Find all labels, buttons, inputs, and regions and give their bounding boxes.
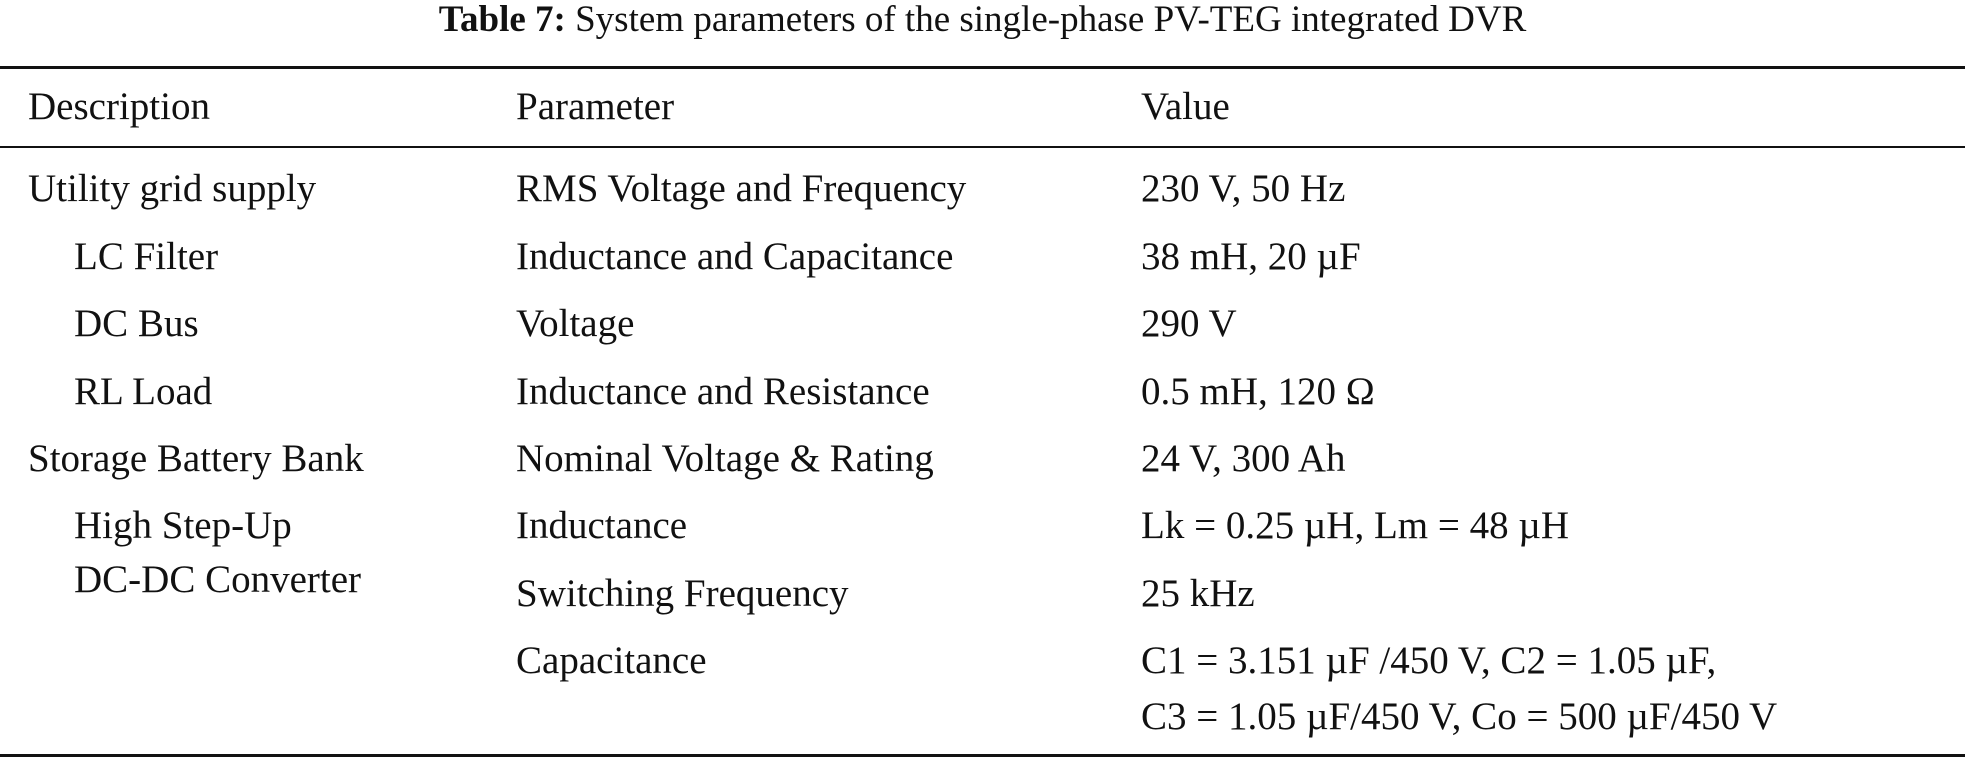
table-caption: Table 7: System parameters of the single… [0, 0, 1965, 44]
parameter-cell: Switching Frequency [516, 572, 849, 615]
parameter-cell: Inductance and Resistance [516, 370, 930, 413]
parameter-cell: Inductance [516, 504, 688, 547]
value-cell: Lk = 0.25 µH, Lm = 48 µH [1141, 504, 1569, 547]
description-cell: Storage Battery Bank [28, 437, 364, 480]
value-cell: 290 V [1141, 302, 1237, 345]
parameter-cell: Voltage [516, 302, 635, 345]
value-cell: C1 = 3.151 µF /450 V, C2 = 1.05 µF, [1141, 639, 1717, 682]
value-cell: 0.5 mH, 120 Ω [1141, 370, 1375, 413]
value-cell-line-2: C3 = 1.05 µF/450 V, Co = 500 µF/450 V [1141, 695, 1778, 738]
table-caption-label: Table 7: [438, 0, 566, 40]
description-cell: DC Bus [74, 302, 199, 345]
parameter-cell: Inductance and Capacitance [516, 235, 954, 278]
description-cell: LC Filter [74, 235, 219, 278]
description-cell: Utility grid supply [28, 167, 317, 210]
column-header-parameter: Parameter [516, 85, 675, 128]
parameter-cell: RMS Voltage and Frequency [516, 167, 967, 210]
value-cell: 38 mH, 20 µF [1141, 235, 1361, 278]
value-cell: 230 V, 50 Hz [1141, 167, 1346, 210]
column-header-description: Description [28, 85, 210, 128]
table-top-rule [0, 66, 1965, 69]
description-cell: High Step-Up [74, 504, 292, 547]
value-cell: 25 kHz [1141, 572, 1255, 615]
parameter-cell: Nominal Voltage & Rating [516, 437, 934, 480]
table-bottom-rule [0, 754, 1965, 757]
description-cell-line-2: DC-DC Converter [74, 558, 362, 601]
parameter-cell: Capacitance [516, 639, 707, 682]
column-header-value: Value [1141, 85, 1230, 128]
value-cell: 24 V, 300 Ah [1141, 437, 1346, 480]
table-header-rule [0, 146, 1965, 148]
description-cell: RL Load [74, 370, 213, 413]
table-caption-text: System parameters of the single-phase PV… [575, 0, 1527, 40]
